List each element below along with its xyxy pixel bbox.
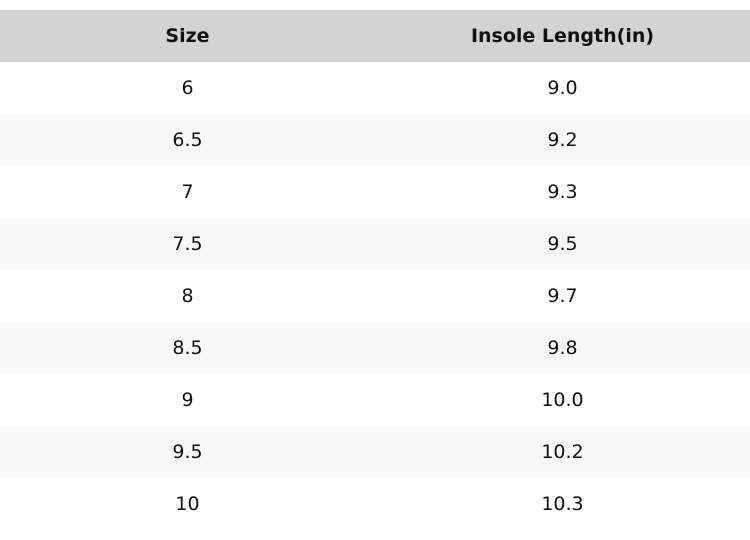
cell-insole-length: 9.2 [375,114,750,166]
table-row: 6.5 9.2 [0,114,750,166]
table-row: 6 9.0 [0,62,750,114]
cell-size: 9 [181,389,194,411]
cell-insole-length: 10.3 [541,493,584,515]
cell-insole-length: 9.8 [375,322,750,374]
cell-size: 6.5 [0,114,375,166]
table-row: 9.5 10.2 [0,426,750,478]
size-chart-table: Size Insole Length(in) 6 9.0 6.5 9.2 7 9.3 7.5… [0,10,750,530]
cell-size: 8.5 [0,322,375,374]
cell-size: 7 [181,181,194,203]
table-row: 7.5 9.5 [0,218,750,270]
cell-insole-length: 9.0 [547,77,578,99]
table-row: 8 9.7 [0,270,750,322]
cell-size: 8 [181,285,194,307]
cell-size: 6 [181,77,194,99]
header-row: Size Insole Length(in) [0,10,750,62]
cell-size: 7.5 [0,218,375,270]
table-row: 9 10.0 [0,374,750,426]
cell-insole-length: 10.0 [541,389,584,411]
cell-insole-length: 10.2 [375,426,750,478]
table-row: 10 10.3 [0,478,750,530]
cell-insole-length: 9.5 [375,218,750,270]
table-row: 7 9.3 [0,166,750,218]
header-insole-length: Insole Length(in) [375,10,750,62]
header-size: Size [0,10,375,62]
cell-insole-length: 9.3 [547,181,578,203]
cell-size: 9.5 [0,426,375,478]
cell-insole-length: 9.7 [547,285,578,307]
table-row: 8.5 9.8 [0,322,750,374]
cell-size: 10 [175,493,200,515]
